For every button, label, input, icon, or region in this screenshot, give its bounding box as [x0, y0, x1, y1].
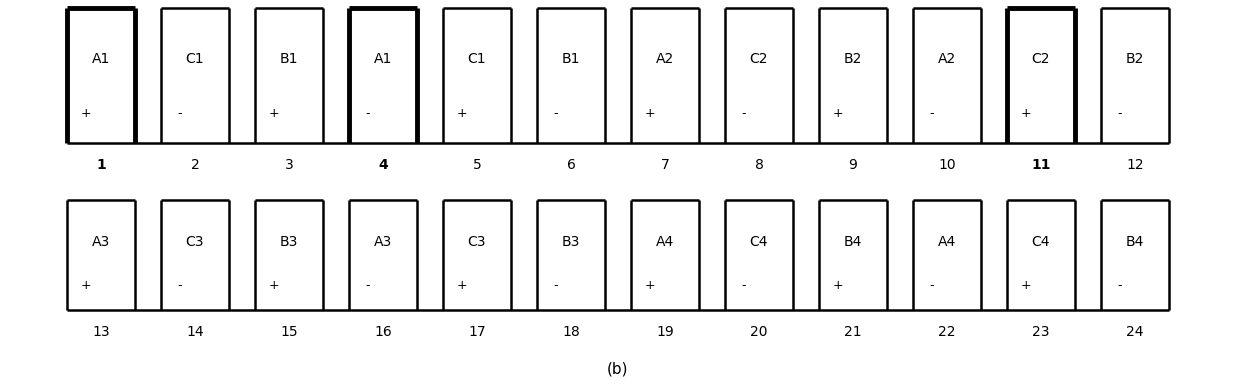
Text: 19: 19: [656, 325, 674, 339]
Text: A4: A4: [938, 235, 957, 249]
Text: 3: 3: [284, 158, 293, 172]
Text: C2: C2: [1032, 52, 1051, 66]
Text: 9: 9: [849, 158, 858, 172]
Text: 17: 17: [468, 325, 486, 339]
Text: A2: A2: [656, 52, 674, 66]
Text: 10: 10: [938, 158, 955, 172]
Text: 16: 16: [375, 325, 392, 339]
Text: A3: A3: [373, 235, 392, 249]
Text: C4: C4: [1032, 235, 1051, 249]
Text: -: -: [929, 107, 934, 120]
Text: +: +: [268, 107, 279, 120]
Text: -: -: [554, 107, 559, 120]
Text: +: +: [1021, 107, 1031, 120]
Text: C3: C3: [185, 235, 204, 249]
Text: -: -: [366, 279, 371, 292]
Text: (b): (b): [607, 361, 629, 377]
Text: B2: B2: [844, 52, 863, 66]
Text: B4: B4: [1126, 235, 1145, 249]
Text: 5: 5: [472, 158, 481, 172]
Text: -: -: [929, 279, 934, 292]
Text: +: +: [457, 279, 467, 292]
Text: A4: A4: [656, 235, 674, 249]
Text: +: +: [833, 279, 843, 292]
Text: B3: B3: [279, 235, 298, 249]
Text: 14: 14: [187, 325, 204, 339]
Text: +: +: [80, 279, 91, 292]
Text: +: +: [1021, 279, 1031, 292]
Text: C2: C2: [750, 52, 769, 66]
Text: A1: A1: [373, 52, 392, 66]
Text: +: +: [833, 107, 843, 120]
Text: B1: B1: [561, 52, 580, 66]
Text: -: -: [178, 279, 182, 292]
Text: -: -: [742, 107, 747, 120]
Text: +: +: [457, 107, 467, 120]
Text: A1: A1: [91, 52, 110, 66]
Text: -: -: [1117, 279, 1122, 292]
Text: 21: 21: [844, 325, 861, 339]
Text: +: +: [645, 107, 655, 120]
Text: 8: 8: [754, 158, 764, 172]
Text: +: +: [80, 107, 91, 120]
Text: C4: C4: [750, 235, 769, 249]
Text: 15: 15: [281, 325, 298, 339]
Text: 11: 11: [1031, 158, 1051, 172]
Text: A3: A3: [91, 235, 110, 249]
Text: +: +: [268, 279, 279, 292]
Text: -: -: [178, 107, 182, 120]
Text: B2: B2: [1126, 52, 1145, 66]
Text: A2: A2: [938, 52, 957, 66]
Text: 20: 20: [750, 325, 768, 339]
Text: B3: B3: [562, 235, 580, 249]
Text: C3: C3: [467, 235, 486, 249]
Text: -: -: [366, 107, 371, 120]
Text: 23: 23: [1032, 325, 1049, 339]
Text: 6: 6: [566, 158, 576, 172]
Text: -: -: [742, 279, 747, 292]
Text: -: -: [1117, 107, 1122, 120]
Text: 13: 13: [93, 325, 110, 339]
Text: 24: 24: [1126, 325, 1143, 339]
Text: 18: 18: [562, 325, 580, 339]
Text: C1: C1: [467, 52, 486, 66]
Text: 1: 1: [96, 158, 106, 172]
Text: +: +: [645, 279, 655, 292]
Text: B4: B4: [844, 235, 863, 249]
Text: 12: 12: [1126, 158, 1143, 172]
Text: 2: 2: [190, 158, 199, 172]
Text: B1: B1: [279, 52, 298, 66]
Text: 22: 22: [938, 325, 955, 339]
Text: 7: 7: [660, 158, 670, 172]
Text: C1: C1: [185, 52, 204, 66]
Text: -: -: [554, 279, 559, 292]
Text: 4: 4: [378, 158, 388, 172]
